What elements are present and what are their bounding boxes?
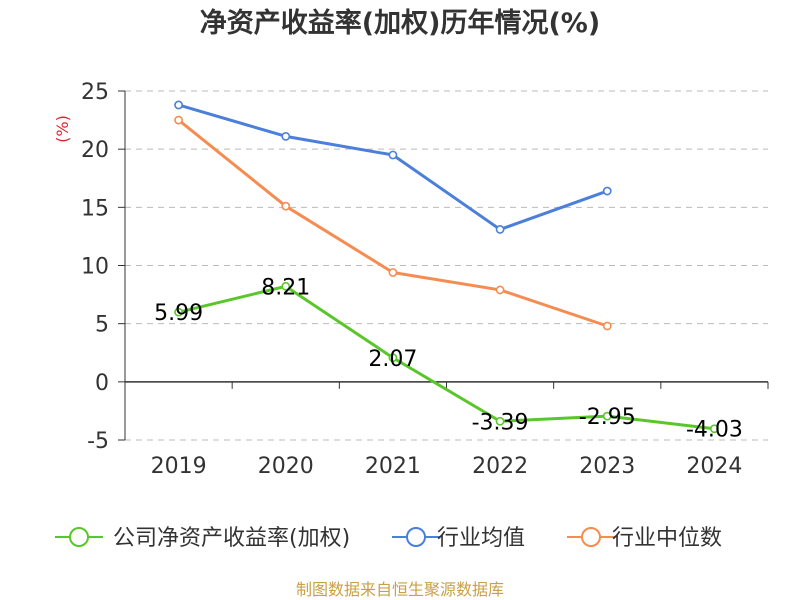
- legend-swatch-marker: [406, 527, 426, 547]
- data-label: -3.39: [472, 410, 529, 435]
- data-point: [495, 416, 505, 426]
- series-1: [174, 100, 612, 234]
- chart-title: 净资产收益率(加权)历年情况(%): [200, 7, 600, 39]
- x-tick-label-2024: 2024: [686, 454, 742, 479]
- y-tick-label: 10: [81, 255, 109, 280]
- data-point: [388, 268, 398, 277]
- data-point: [388, 150, 398, 160]
- x-tick-label-2021: 2021: [365, 454, 421, 479]
- data-point: [602, 411, 612, 421]
- data-label: 5.99: [154, 301, 203, 326]
- data-point: [174, 115, 183, 125]
- y-tick-label: 0: [95, 371, 109, 396]
- x-tick-label-2023: 2023: [579, 454, 635, 479]
- y-axis-label: (%): [53, 115, 72, 143]
- x-tick-label-2022: 2022: [472, 454, 528, 479]
- data-label: 8.21: [261, 275, 310, 300]
- data-point: [602, 321, 612, 331]
- data-point: [495, 285, 505, 295]
- x-tick-label-2020: 2020: [258, 454, 314, 479]
- data-point: [495, 225, 505, 234]
- legend-label: 行业中位数: [612, 526, 722, 551]
- data-label: -2.95: [579, 405, 636, 430]
- legend: 公司净资产收益率(加权) 行业均值 行业中位数: [55, 526, 722, 551]
- source-note: 制图数据来自恒生聚源数据库: [296, 580, 504, 599]
- y-tick-label: 15: [81, 196, 109, 221]
- legend-swatch-marker: [581, 527, 601, 547]
- data-label: -4.03: [686, 418, 743, 443]
- data-point: [281, 281, 291, 291]
- series-line: [178, 284, 715, 431]
- y-tick-label: 25: [81, 80, 109, 105]
- data-point: [710, 424, 719, 434]
- y-tick-label: -5: [87, 429, 109, 454]
- series-layer: 5.99 8.21 2.07 -3.39 -2.95 -4.03: [154, 100, 743, 443]
- data-point: [281, 131, 291, 141]
- axes: 25 20 15 10 5 0 -5 2019 2020 2021 2022 2023 2024: [81, 80, 769, 479]
- legend-item-0: 公司净资产收益率(加权): [55, 526, 350, 551]
- series-0: 5.99 8.21 2.07 -3.39 -2.95 -4.03: [154, 275, 743, 442]
- legend-label: 公司净资产收益率(加权): [113, 526, 350, 551]
- legend-item-1: 行业均值: [392, 526, 525, 551]
- data-point: [388, 353, 398, 363]
- grid-lines: [125, 90, 768, 441]
- legend-swatch-marker: [69, 527, 89, 547]
- legend-item-2: 行业中位数: [567, 526, 722, 551]
- data-point: [602, 186, 612, 196]
- y-tick-label: 20: [81, 138, 109, 163]
- x-tick-label-2019: 2019: [151, 454, 207, 479]
- data-point: [174, 307, 183, 317]
- y-tick-label: 5: [95, 313, 109, 338]
- data-label: 2.07: [368, 347, 417, 372]
- series-line: [178, 103, 608, 231]
- data-point: [281, 201, 291, 211]
- data-point: [174, 100, 183, 110]
- series-2: [174, 115, 612, 331]
- legend-label: 行业均值: [437, 526, 525, 551]
